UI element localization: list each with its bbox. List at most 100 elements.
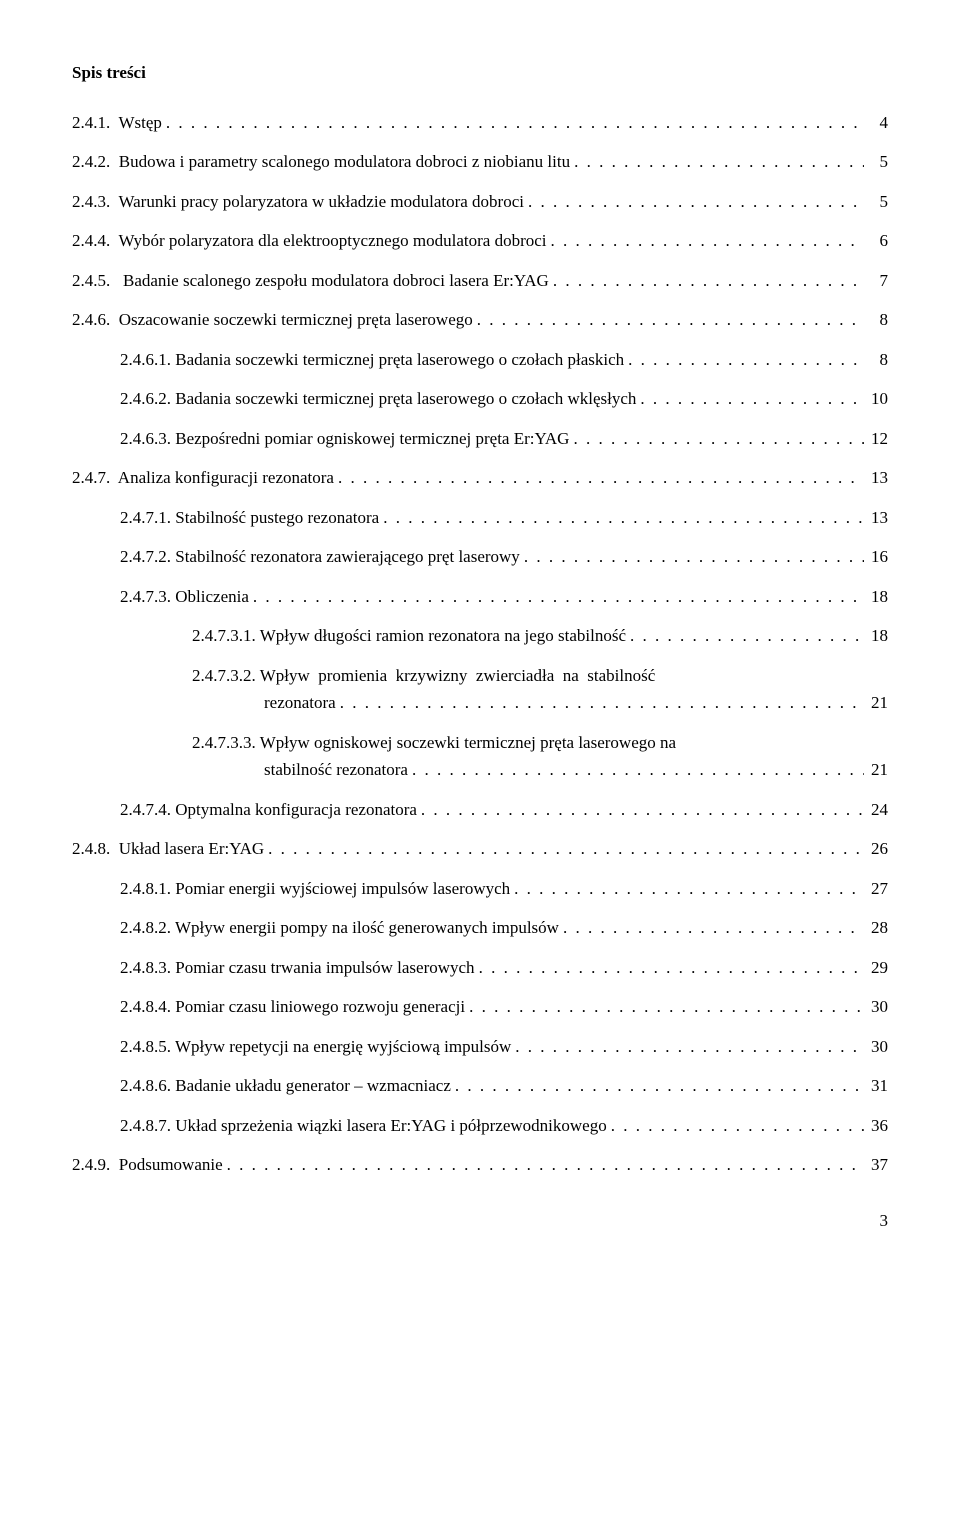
- toc-page: 36: [864, 1113, 888, 1139]
- toc-entry: 2.4.8.3. Pomiar czasu trwania impulsów l…: [72, 955, 888, 981]
- toc-entry: 2.4.2. Budowa i parametry scalonego modu…: [72, 149, 888, 175]
- toc-page: 31: [864, 1073, 888, 1099]
- toc-leader-dots: . . . . . . . . . . . . . . . . . . . . …: [379, 505, 864, 531]
- toc-leader-dots: . . . . . . . . . . . . . . . . . . . . …: [626, 623, 864, 649]
- toc-page: 16: [864, 544, 888, 570]
- toc-page: 18: [864, 623, 888, 649]
- toc-page: 21: [864, 690, 888, 716]
- toc-page: 18: [864, 584, 888, 610]
- toc-label: 2.4.8.7. Układ sprzeżenia wiązki lasera …: [120, 1113, 607, 1139]
- toc-label: 2.4.4. Wybór polaryzatora dla elektroopt…: [72, 228, 547, 254]
- toc-entry: 2.4.8. Układ lasera Er:YAG. . . . . . . …: [72, 836, 888, 862]
- toc-label: 2.4.7.3. Obliczenia: [120, 584, 249, 610]
- toc-label: 2.4.7.1. Stabilność pustego rezonatora: [120, 505, 379, 531]
- toc-entry: 2.4.8.1. Pomiar energii wyjściowej impul…: [72, 876, 888, 902]
- toc-page: 13: [864, 505, 888, 531]
- toc-entry: 2.4.9. Podsumowanie. . . . . . . . . . .…: [72, 1152, 888, 1178]
- toc-leader-dots: . . . . . . . . . . . . . . . . . . . . …: [408, 757, 864, 783]
- toc-label: 2.4.8. Układ lasera Er:YAG: [72, 836, 264, 862]
- toc-entry: 2.4.7.3.3. Wpływ ogniskowej soczewki ter…: [72, 730, 888, 756]
- toc-leader-dots: . . . . . . . . . . . . . . . . . . . . …: [570, 149, 864, 175]
- toc-leader-dots: . . . . . . . . . . . . . . . . . . . . …: [524, 189, 864, 215]
- toc-leader-dots: . . . . . . . . . . . . . . . . . . . . …: [547, 228, 864, 254]
- toc-entry: 2.4.4. Wybór polaryzatora dla elektroopt…: [72, 228, 888, 254]
- toc-page: 37: [864, 1152, 888, 1178]
- toc-entry: 2.4.8.2. Wpływ energii pompy na ilość ge…: [72, 915, 888, 941]
- toc-label: 2.4.7.3.1. Wpływ długości ramion rezonat…: [192, 623, 626, 649]
- toc-page: 4: [864, 110, 888, 136]
- toc-page: 21: [864, 757, 888, 783]
- toc-label: 2.4.7.3.2. Wpływ promienia krzywizny zwi…: [192, 663, 655, 689]
- toc-label: 2.4.1. Wstęp: [72, 110, 162, 136]
- toc-label: 2.4.7.2. Stabilność rezonatora zawierają…: [120, 544, 520, 570]
- toc-leader-dots: . . . . . . . . . . . . . . . . . . . . …: [520, 544, 864, 570]
- toc-entry: 2.4.7.3.1. Wpływ długości ramion rezonat…: [72, 623, 888, 649]
- toc-leader-dots: . . . . . . . . . . . . . . . . . . . . …: [510, 876, 864, 902]
- toc-label: 2.4.6.2. Badania soczewki termicznej prę…: [120, 386, 636, 412]
- toc-entry: 2.4.7.3. Obliczenia. . . . . . . . . . .…: [72, 584, 888, 610]
- toc-entry-cont: stabilność rezonatora. . . . . . . . . .…: [72, 757, 888, 783]
- toc-label: 2.4.6.1. Badania soczewki termicznej prę…: [120, 347, 624, 373]
- toc-leader-dots: . . . . . . . . . . . . . . . . . . . . …: [636, 386, 864, 412]
- toc-entry: 2.4.7.2. Stabilność rezonatora zawierają…: [72, 544, 888, 570]
- toc-page: 6: [864, 228, 888, 254]
- toc-page: 27: [864, 876, 888, 902]
- toc-entry: 2.4.6.3. Bezpośredni pomiar ogniskowej t…: [72, 426, 888, 452]
- toc-leader-dots: . . . . . . . . . . . . . . . . . . . . …: [162, 110, 864, 136]
- toc-label: 2.4.3. Warunki pracy polaryzatora w ukła…: [72, 189, 524, 215]
- toc-entry: 2.4.7. Analiza konfiguracji rezonatora. …: [72, 465, 888, 491]
- toc-label: rezonatora: [264, 690, 336, 716]
- toc-label: 2.4.8.4. Pomiar czasu liniowego rozwoju …: [120, 994, 465, 1020]
- toc-entry-cont: rezonatora. . . . . . . . . . . . . . . …: [72, 690, 888, 716]
- toc-entry: 2.4.6.1. Badania soczewki termicznej prę…: [72, 347, 888, 373]
- toc-page: 5: [864, 189, 888, 215]
- toc-label: 2.4.6.3. Bezpośredni pomiar ogniskowej t…: [120, 426, 569, 452]
- toc-label: 2.4.7.3.3. Wpływ ogniskowej soczewki ter…: [192, 730, 676, 756]
- toc-list: 2.4.1. Wstęp. . . . . . . . . . . . . . …: [72, 110, 888, 1178]
- toc-label: 2.4.6. Oszacowanie soczewki termicznej p…: [72, 307, 473, 333]
- toc-label: 2.4.2. Budowa i parametry scalonego modu…: [72, 149, 570, 175]
- toc-page: 12: [864, 426, 888, 452]
- toc-leader-dots: . . . . . . . . . . . . . . . . . . . . …: [249, 584, 864, 610]
- toc-leader-dots: . . . . . . . . . . . . . . . . . . . . …: [336, 690, 864, 716]
- toc-leader-dots: . . . . . . . . . . . . . . . . . . . . …: [264, 836, 864, 862]
- toc-page: 28: [864, 915, 888, 941]
- toc-page: 24: [864, 797, 888, 823]
- toc-entry: 2.4.6.2. Badania soczewki termicznej prę…: [72, 386, 888, 412]
- toc-entry: 2.4.5. Badanie scalonego zespołu modulat…: [72, 268, 888, 294]
- toc-label: 2.4.7. Analiza konfiguracji rezonatora: [72, 465, 334, 491]
- toc-label: 2.4.8.2. Wpływ energii pompy na ilość ge…: [120, 915, 559, 941]
- toc-page: 30: [864, 994, 888, 1020]
- toc-leader-dots: . . . . . . . . . . . . . . . . . . . . …: [559, 915, 864, 941]
- toc-leader-dots: . . . . . . . . . . . . . . . . . . . . …: [475, 955, 864, 981]
- toc-label: 2.4.7.4. Optymalna konfiguracja rezonato…: [120, 797, 417, 823]
- toc-label: 2.4.5. Badanie scalonego zespołu modulat…: [72, 268, 549, 294]
- toc-page: 13: [864, 465, 888, 491]
- toc-entry: 2.4.7.3.2. Wpływ promienia krzywizny zwi…: [72, 663, 888, 689]
- toc-page: 29: [864, 955, 888, 981]
- toc-heading: Spis treści: [72, 60, 888, 86]
- footer-page-number: 3: [72, 1208, 888, 1234]
- toc-leader-dots: . . . . . . . . . . . . . . . . . . . . …: [451, 1073, 864, 1099]
- toc-leader-dots: . . . . . . . . . . . . . . . . . . . . …: [511, 1034, 864, 1060]
- toc-entry: 2.4.8.6. Badanie układu generator – wzma…: [72, 1073, 888, 1099]
- toc-page: 7: [864, 268, 888, 294]
- toc-leader-dots: . . . . . . . . . . . . . . . . . . . . …: [569, 426, 864, 452]
- toc-leader-dots: . . . . . . . . . . . . . . . . . . . . …: [473, 307, 864, 333]
- toc-entry: 2.4.8.5. Wpływ repetycji na energię wyjś…: [72, 1034, 888, 1060]
- toc-entry: 2.4.7.4. Optymalna konfiguracja rezonato…: [72, 797, 888, 823]
- toc-label: stabilność rezonatora: [264, 757, 408, 783]
- toc-label: 2.4.8.1. Pomiar energii wyjściowej impul…: [120, 876, 510, 902]
- toc-page: 5: [864, 149, 888, 175]
- toc-leader-dots: . . . . . . . . . . . . . . . . . . . . …: [624, 347, 864, 373]
- toc-entry: 2.4.7.1. Stabilność pustego rezonatora. …: [72, 505, 888, 531]
- toc-leader-dots: . . . . . . . . . . . . . . . . . . . . …: [223, 1152, 864, 1178]
- toc-entry: 2.4.8.4. Pomiar czasu liniowego rozwoju …: [72, 994, 888, 1020]
- toc-leader-dots: . . . . . . . . . . . . . . . . . . . . …: [417, 797, 864, 823]
- toc-label: 2.4.8.5. Wpływ repetycji na energię wyjś…: [120, 1034, 511, 1060]
- toc-page: 10: [864, 386, 888, 412]
- toc-leader-dots: . . . . . . . . . . . . . . . . . . . . …: [607, 1113, 864, 1139]
- toc-leader-dots: . . . . . . . . . . . . . . . . . . . . …: [549, 268, 864, 294]
- toc-leader-dots: . . . . . . . . . . . . . . . . . . . . …: [334, 465, 864, 491]
- toc-page: 8: [864, 307, 888, 333]
